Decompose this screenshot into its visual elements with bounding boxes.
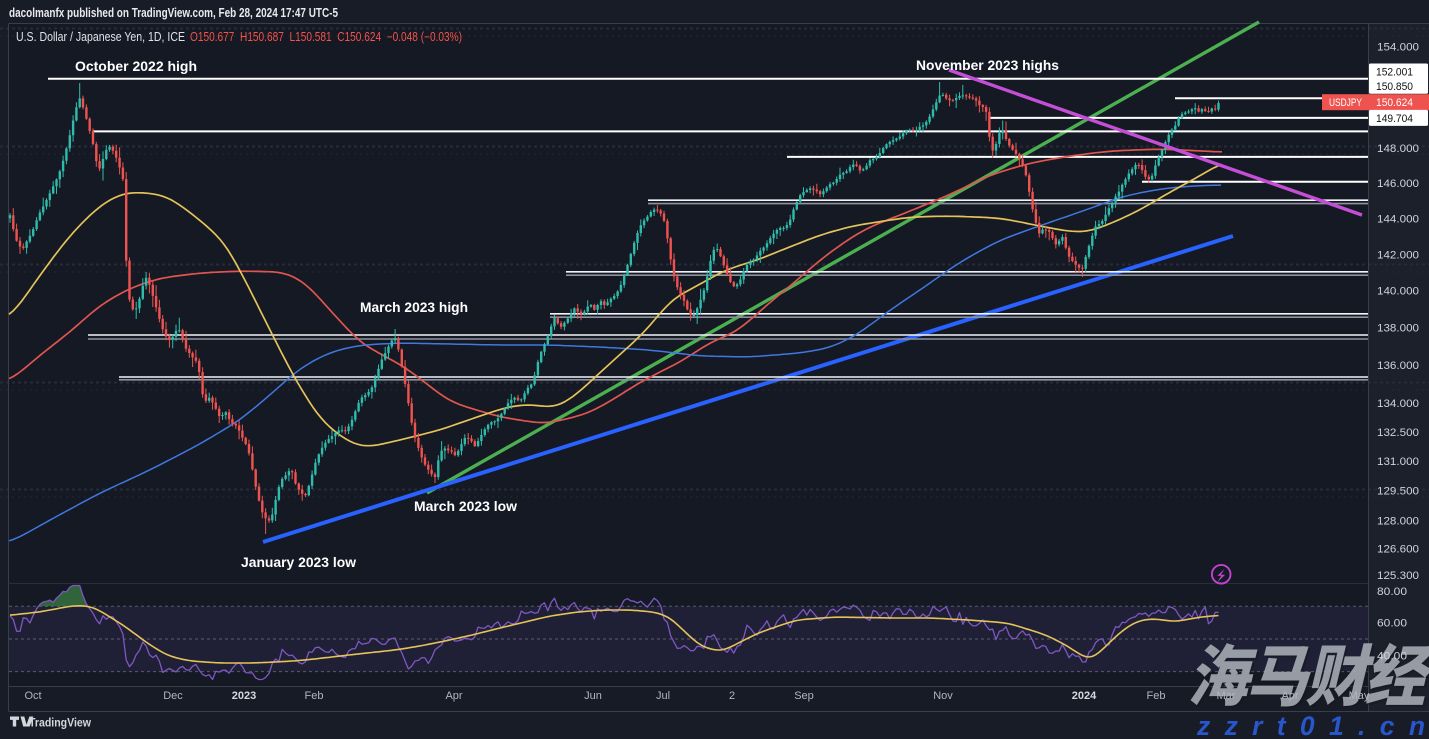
svg-text:March 2023 low: March 2023 low [414,499,518,514]
svg-text:Sep: Sep [794,690,814,702]
svg-text:140.000: 140.000 [1377,286,1419,298]
svg-text:U.S. Dollar / Japanese Yen, 1D: U.S. Dollar / Japanese Yen, 1D, ICE [16,30,185,44]
svg-text:40.00: 40.00 [1377,650,1407,662]
svg-text:148.000: 148.000 [1377,143,1419,155]
svg-text:149.704: 149.704 [1376,113,1413,125]
svg-text:129.500: 129.500 [1377,486,1419,498]
svg-text:Apr: Apr [445,690,462,702]
svg-text:80.00: 80.00 [1377,586,1407,598]
svg-text:138.000: 138.000 [1377,323,1419,335]
svg-text:2023: 2023 [232,690,256,702]
svg-text:144.000: 144.000 [1377,214,1419,226]
svg-text:Apr: Apr [1281,690,1298,702]
svg-text:TradingView: TradingView [29,716,92,730]
svg-text:Mar: Mar [1217,690,1236,702]
svg-text:125.300: 125.300 [1377,570,1419,582]
svg-text:134.000: 134.000 [1377,398,1419,410]
svg-text:Jun: Jun [584,690,602,702]
svg-text:2024: 2024 [1072,690,1097,702]
svg-text:O150.677 H150.687 L150.581: O150.677 H150.687 L150.581 C150.624 −0.0… [190,30,462,44]
svg-text:Jul: Jul [656,690,670,702]
svg-text:150.850: 150.850 [1376,81,1413,93]
svg-text:126.600: 126.600 [1377,544,1419,556]
svg-text:60.00: 60.00 [1377,618,1407,630]
svg-text:USDJPY: USDJPY [1329,97,1362,109]
svg-text:Feb: Feb [305,690,324,702]
svg-text:2: 2 [729,690,735,702]
svg-text:132.500: 132.500 [1377,427,1419,439]
svg-text:November 2023 highs: November 2023 highs [916,58,1059,73]
svg-text:January 2023 low: January 2023 low [241,555,357,570]
svg-text:131.000: 131.000 [1377,456,1419,468]
svg-text:150.624: 150.624 [1376,97,1413,109]
svg-text:October 2022 high: October 2022 high [75,59,197,74]
svg-text:152.001: 152.001 [1376,67,1413,79]
svg-text:Oct: Oct [24,690,41,702]
svg-text:Feb: Feb [1147,690,1166,702]
svg-text:136.000: 136.000 [1377,360,1419,372]
svg-text:154.000: 154.000 [1377,41,1419,53]
svg-text:zzrt01.cn: zzrt01.cn [1196,711,1425,739]
svg-text:March 2023 high: March 2023 high [360,300,468,315]
svg-text:Nov: Nov [933,690,953,702]
svg-text:128.000: 128.000 [1377,516,1419,528]
svg-text:dacolmanfx published on Tradin: dacolmanfx published on TradingView.com,… [9,6,338,20]
svg-text:May: May [1349,690,1370,702]
svg-text:Dec: Dec [163,690,183,702]
svg-text:142.000: 142.000 [1377,249,1419,261]
svg-text:146.000: 146.000 [1377,178,1419,190]
